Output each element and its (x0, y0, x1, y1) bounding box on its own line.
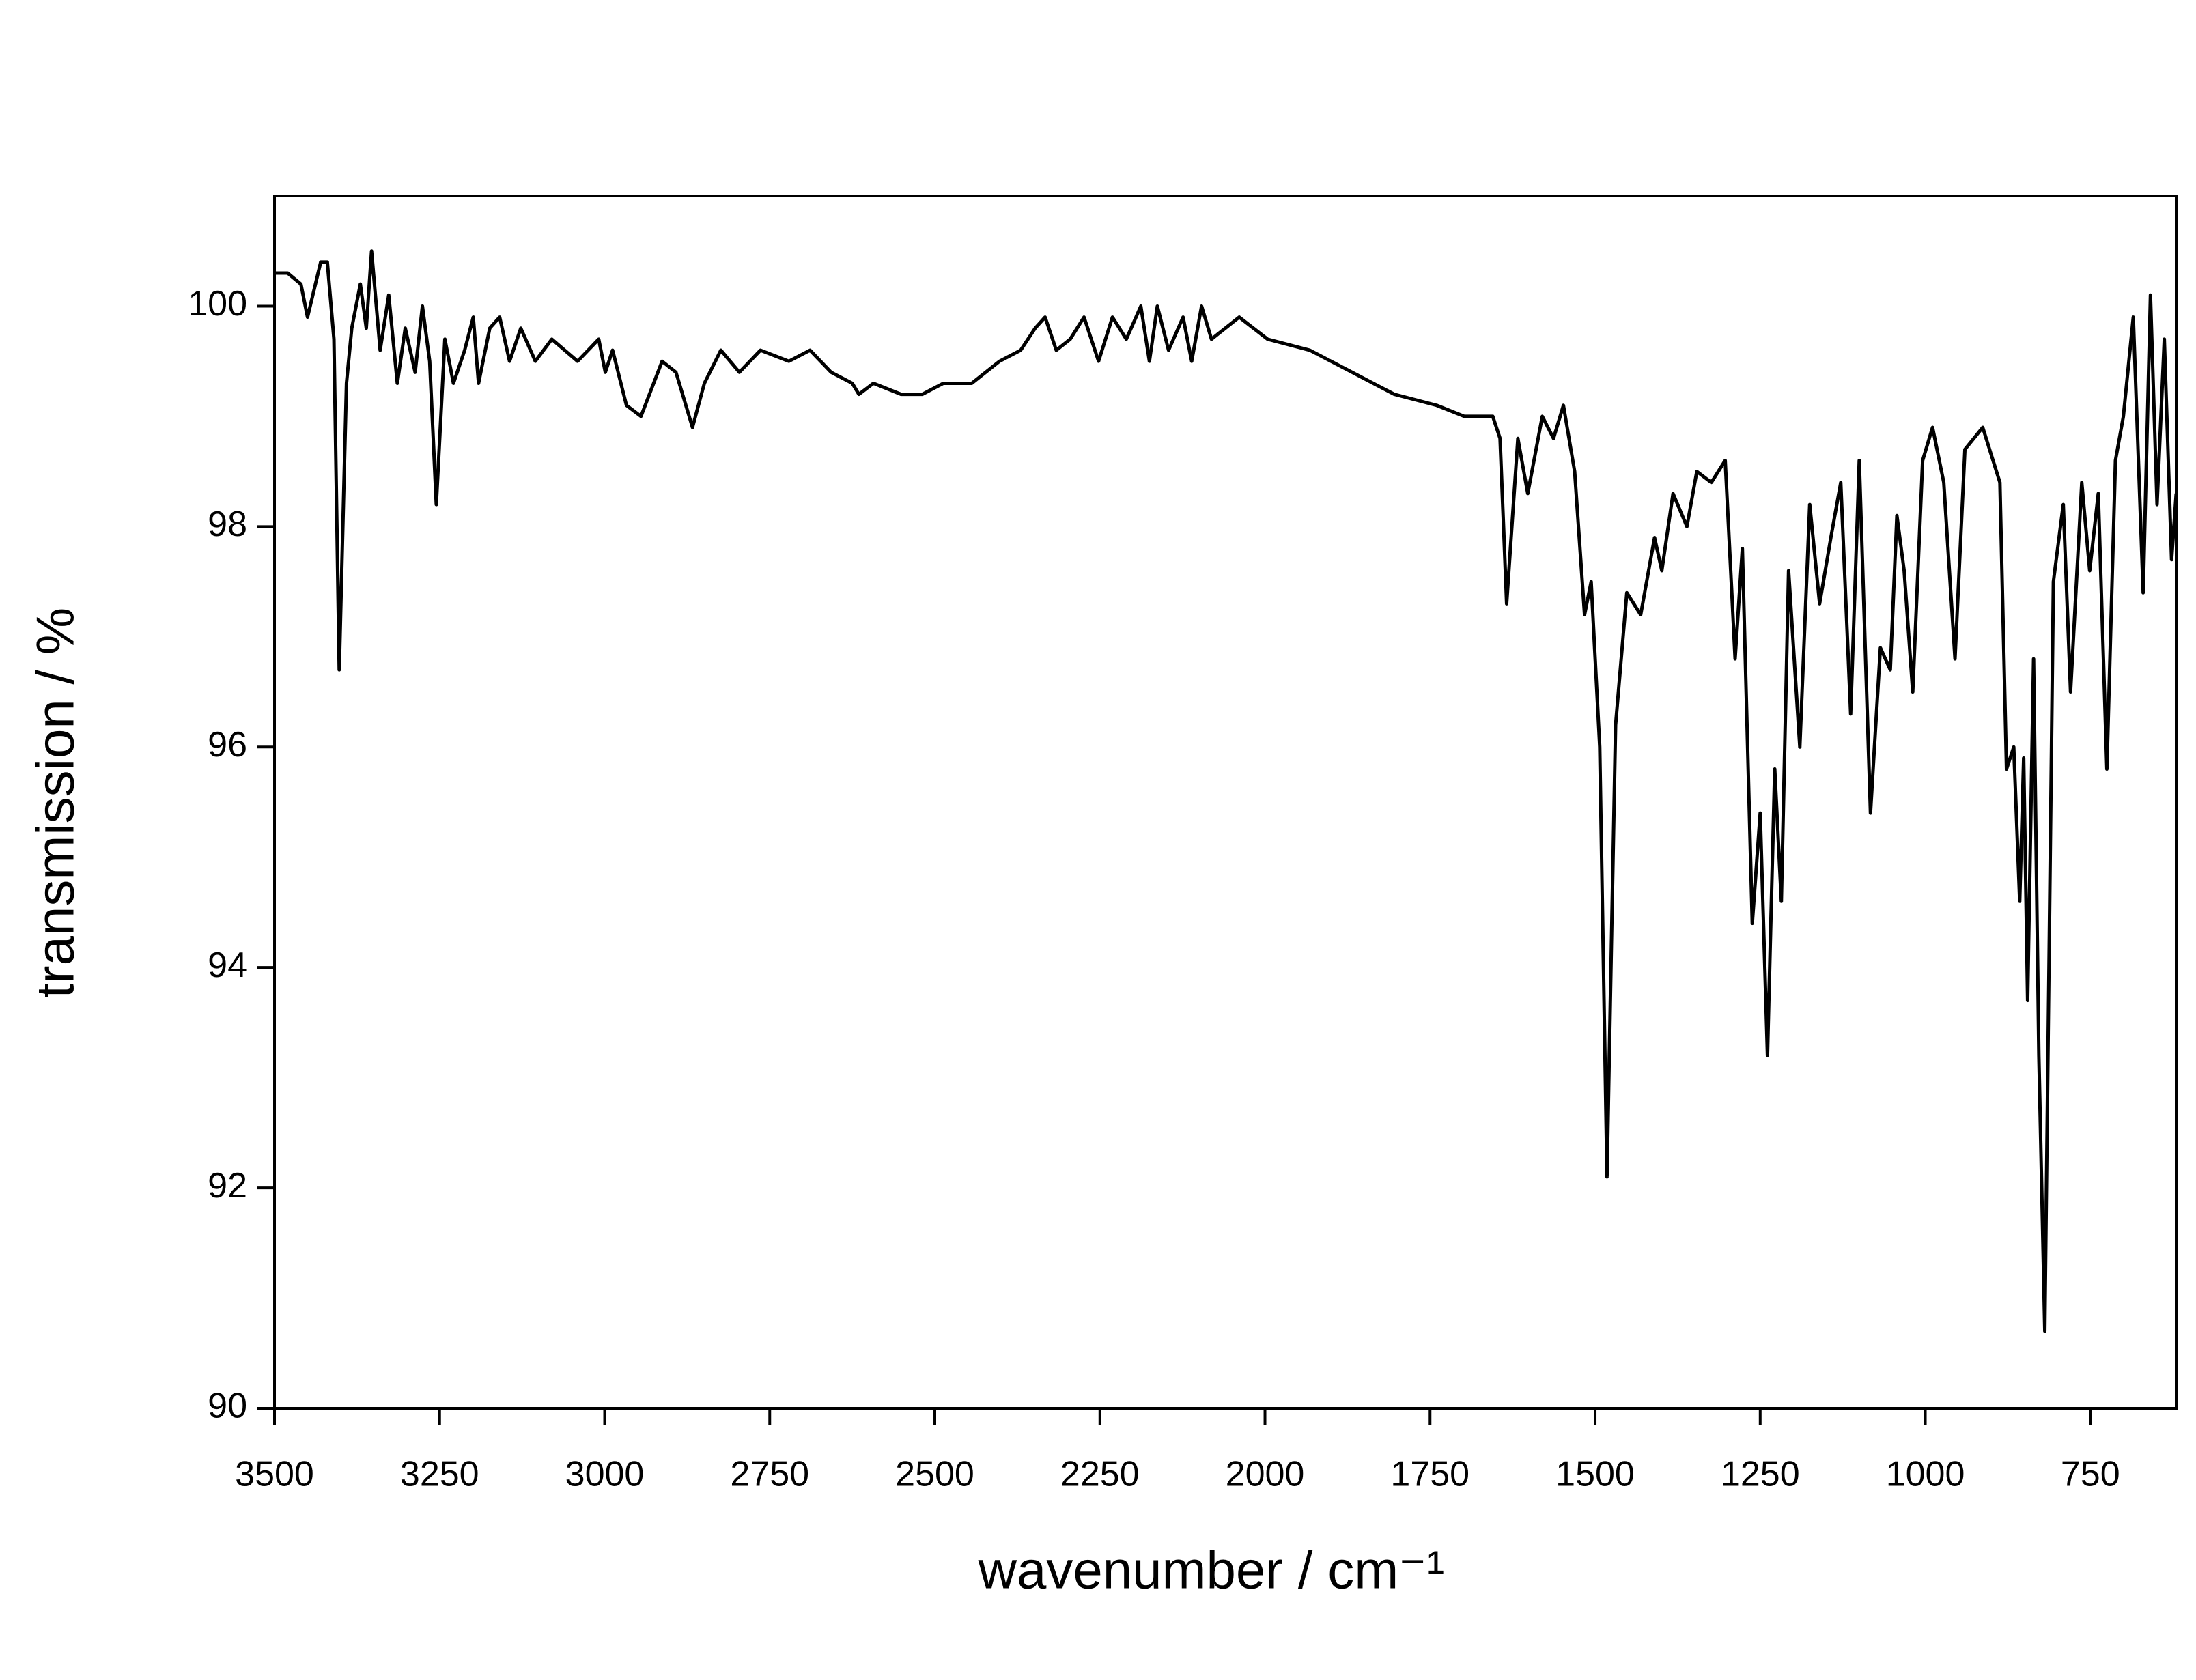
x-tick-label: 1750 (1390, 1455, 1469, 1494)
x-tick-label: 1000 (1886, 1455, 1965, 1494)
x-tick-label: 2000 (1226, 1455, 1305, 1494)
y-tick-label: 94 (208, 945, 247, 985)
y-tick-label: 100 (188, 284, 247, 324)
x-tick-label: 2500 (895, 1455, 974, 1494)
x-tick-label: 2250 (1060, 1455, 1140, 1494)
plot-frame (273, 195, 2178, 1410)
y-tick-label: 90 (208, 1386, 247, 1426)
x-tick-label: 3500 (235, 1455, 314, 1494)
spectrum-line (274, 249, 2178, 1333)
y-tick-label: 98 (208, 504, 247, 544)
x-tick-label: 1250 (1721, 1455, 1800, 1494)
y-axis-label: transmission / % (25, 608, 85, 998)
y-tick-label: 92 (208, 1166, 247, 1206)
x-tick-label: 3000 (565, 1455, 645, 1494)
x-tick-label: 1500 (1556, 1455, 1635, 1494)
y-tick-label: 96 (208, 725, 247, 765)
x-axis-label: wavenumber / cm⁻¹ (978, 1540, 1445, 1600)
x-tick-label: 3250 (400, 1455, 479, 1494)
x-tick-label: 2750 (730, 1455, 809, 1494)
x-tick-label: 750 (2061, 1455, 2120, 1494)
